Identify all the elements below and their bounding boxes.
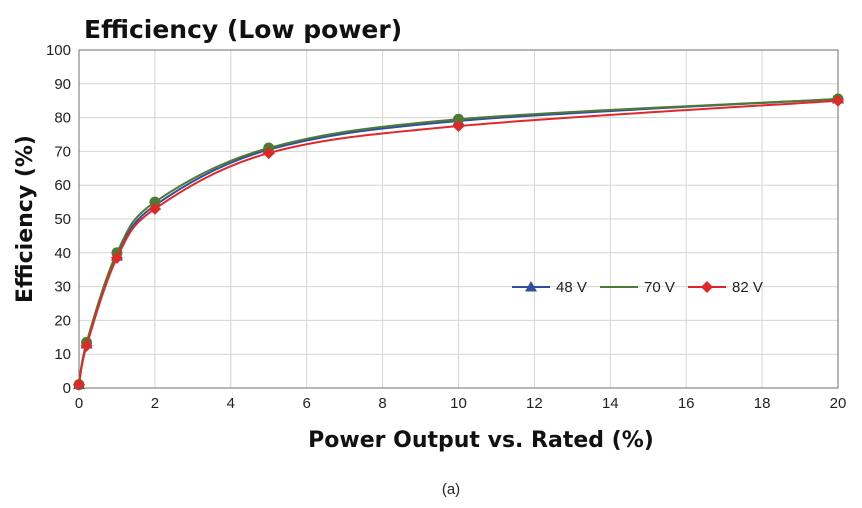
y-tick-label: 60 bbox=[54, 177, 71, 194]
y-tick-label: 70 bbox=[54, 143, 71, 160]
grid bbox=[78, 49, 839, 389]
y-tick-label: 50 bbox=[54, 211, 71, 228]
series-82v bbox=[73, 94, 844, 391]
data-point bbox=[453, 113, 464, 125]
x-tick-label: 0 bbox=[75, 395, 83, 412]
figure-caption: (a) bbox=[442, 481, 460, 498]
y-tick-label: 40 bbox=[54, 245, 71, 262]
legend-item: 82 V bbox=[688, 279, 763, 296]
plot-frame bbox=[78, 49, 839, 389]
x-tick-label: 4 bbox=[227, 395, 235, 412]
data-point bbox=[148, 202, 161, 215]
legend-item: 48 V bbox=[512, 279, 587, 296]
y-tick-label: 20 bbox=[54, 312, 71, 329]
y-tick-label: 30 bbox=[54, 279, 71, 296]
data-point bbox=[452, 120, 465, 133]
legend-item: 70 V bbox=[600, 279, 675, 296]
x-tick-label: 16 bbox=[678, 395, 695, 412]
legend-label: 48 V bbox=[556, 279, 587, 296]
data-point bbox=[832, 94, 844, 107]
series-line bbox=[78, 98, 839, 385]
x-tick-label: 6 bbox=[303, 395, 311, 412]
data-point bbox=[262, 147, 275, 160]
y-axis-label: Efficiency (%) bbox=[13, 135, 38, 303]
data-point bbox=[80, 339, 93, 352]
series-layer bbox=[73, 93, 844, 391]
data-point bbox=[149, 196, 161, 208]
legend-marker bbox=[701, 281, 713, 293]
legend-label: 82 V bbox=[732, 279, 763, 296]
legend-marker bbox=[525, 281, 537, 292]
x-tick-label: 8 bbox=[378, 395, 386, 412]
x-tick-label: 18 bbox=[754, 395, 771, 412]
y-tick-labels: 0 10 20 30 40 50 60 70 80 90 100 bbox=[46, 42, 71, 397]
chart-title: Efficiency (Low power) bbox=[84, 15, 402, 44]
x-tick-label: 2 bbox=[151, 395, 159, 412]
y-tick-label: 90 bbox=[54, 76, 71, 93]
x-tick-label: 12 bbox=[526, 395, 543, 412]
x-tick-label: 20 bbox=[830, 395, 847, 412]
y-tick-label: 80 bbox=[54, 110, 71, 127]
legend-label: 70 V bbox=[644, 279, 675, 296]
legend: 48 V 70 V 82 V bbox=[512, 279, 763, 296]
x-axis-label: Power Output vs. Rated (%) bbox=[308, 428, 654, 453]
x-tick-labels: 0 2 4 6 8 10 12 14 16 18 20 bbox=[75, 395, 847, 412]
data-point bbox=[110, 251, 123, 264]
data-point bbox=[73, 378, 85, 391]
x-tick-label: 10 bbox=[450, 395, 467, 412]
y-tick-label: 10 bbox=[54, 346, 71, 363]
y-tick-label: 0 bbox=[63, 380, 71, 397]
y-tick-label: 100 bbox=[46, 42, 71, 59]
series-line bbox=[78, 99, 839, 385]
x-tick-label: 14 bbox=[602, 395, 619, 412]
